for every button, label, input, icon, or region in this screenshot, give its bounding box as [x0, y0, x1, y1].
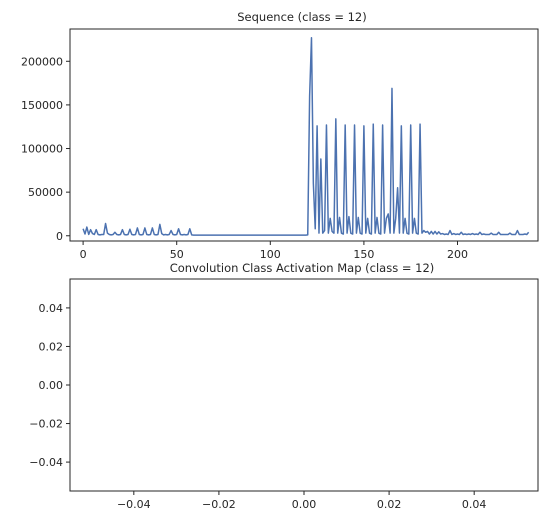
y-tick-label: 200000 — [21, 55, 63, 68]
y-tick-label: 50000 — [28, 186, 63, 199]
x-tick-label: 0 — [80, 248, 87, 261]
y-tick-label: 0.02 — [39, 340, 64, 353]
x-tick-label: 0.04 — [462, 498, 487, 511]
y-tick-label: 150000 — [21, 99, 63, 112]
cam-x-axis: −0.04 −0.02 0.00 0.02 0.04 — [117, 491, 486, 511]
y-tick-label: −0.04 — [29, 456, 63, 469]
cam-plot-title: Convolution Class Activation Map (class … — [170, 261, 435, 275]
y-tick-label: −0.02 — [29, 418, 63, 431]
x-tick-label: 100 — [260, 248, 281, 261]
y-tick-label: 0.04 — [39, 302, 64, 315]
sequence-plot-frame — [69, 28, 539, 242]
cam-y-axis: 0.04 0.02 0.00 −0.02 −0.04 — [29, 302, 70, 469]
sequence-series-line — [82, 36, 530, 236]
x-tick-label: 0.02 — [377, 498, 402, 511]
x-tick-label: 50 — [170, 248, 184, 261]
cam-plot: −0.04 −0.02 0.00 0.02 0.04 0.04 0.02 0.00 −0.02… — [29, 261, 539, 511]
sequence-plot-title: Sequence (class = 12) — [237, 10, 366, 24]
sequence-plot: Sequence (class = 12) 0 50 100 150 200 0 5000… — [21, 10, 539, 261]
x-tick-label: −0.02 — [202, 498, 236, 511]
y-tick-label: 0 — [56, 230, 63, 243]
sequence-x-axis: 0 50 100 150 200 — [80, 241, 468, 261]
x-tick-label: 200 — [447, 248, 468, 261]
sequence-y-axis: 0 50000 100000 150000 200000 — [21, 55, 70, 243]
x-tick-label: 0.00 — [292, 498, 317, 511]
x-tick-label: −0.04 — [117, 498, 151, 511]
y-tick-label: 100000 — [21, 143, 63, 156]
y-tick-label: 0.00 — [39, 379, 64, 392]
x-tick-label: 150 — [353, 248, 374, 261]
